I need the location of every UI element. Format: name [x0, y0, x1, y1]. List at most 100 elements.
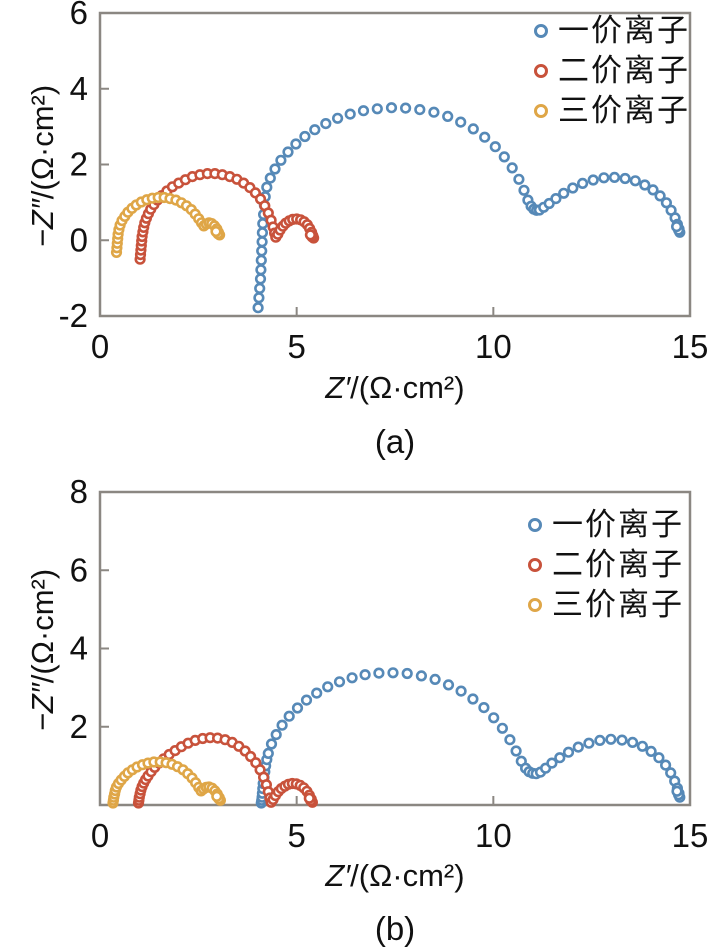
x-axis-unit-a: /(Ω·cm²) — [350, 370, 465, 405]
data-point — [647, 184, 659, 196]
data-point — [253, 292, 265, 304]
y-tick-label: 4 — [70, 630, 88, 667]
data-point — [629, 175, 641, 187]
x-axis-symbol-b: Z′ — [325, 858, 351, 893]
data-point — [357, 105, 370, 117]
legend-item-divalent-a: 二价离子 — [534, 51, 690, 91]
data-point — [262, 747, 274, 760]
data-point — [554, 752, 566, 764]
data-point — [442, 679, 455, 691]
data-point — [513, 173, 525, 185]
data-point — [275, 154, 287, 166]
x-axis-symbol-a: Z′ — [325, 370, 351, 405]
data-point — [401, 667, 413, 680]
chart-caption-a: (a) — [374, 423, 416, 460]
data-point — [400, 102, 412, 114]
x-tick-label: 15 — [672, 817, 709, 854]
data-point — [518, 184, 530, 196]
data-point — [442, 110, 454, 122]
data-point — [496, 722, 509, 734]
data-point — [254, 273, 267, 285]
data-point — [572, 741, 584, 753]
y-tick-label: 4 — [70, 70, 88, 107]
legend-item-monovalent-b: 一价离子 — [528, 505, 684, 545]
legend-a: 一价离子 二价离子 三价离子 — [534, 11, 690, 131]
data-point — [373, 667, 385, 679]
data-point — [359, 669, 371, 681]
data-point — [256, 227, 269, 239]
legend-marker-monovalent-icon — [528, 518, 542, 532]
y-axis-symbol-b: −Z″ — [25, 683, 60, 732]
data-point — [567, 182, 579, 194]
data-point — [291, 702, 304, 714]
data-point — [455, 116, 467, 128]
x-tick-label: 15 — [672, 328, 709, 365]
series-三价离子 — [107, 756, 226, 809]
legend-label-monovalent-a: 一价离子 — [558, 13, 690, 49]
data-point — [265, 738, 278, 750]
data-point — [608, 171, 621, 183]
data-point — [290, 138, 302, 150]
legend-item-trivalent-b: 三价离子 — [528, 585, 684, 625]
x-tick-label: 5 — [287, 328, 305, 365]
data-point — [282, 146, 294, 158]
data-point — [654, 190, 666, 202]
data-point — [304, 229, 317, 241]
chart-caption-b: (b) — [374, 910, 416, 947]
series-三价离子 — [110, 191, 226, 258]
legend-label-divalent-a: 二价离子 — [558, 53, 690, 89]
series-一价离子 — [255, 667, 686, 809]
data-point — [346, 672, 358, 684]
y-tick-label: 8 — [70, 473, 88, 510]
x-tick-label: 5 — [287, 817, 305, 854]
data-point — [616, 734, 628, 746]
series-一价离子 — [252, 102, 686, 314]
data-point — [256, 236, 268, 248]
data-point — [660, 197, 673, 209]
y-axis-symbol-a: −Z″ — [25, 199, 60, 248]
data-point — [300, 694, 313, 706]
data-point — [550, 193, 562, 205]
data-point — [636, 740, 649, 752]
data-point — [546, 757, 558, 769]
data-point — [659, 759, 672, 771]
series-二价离子 — [134, 168, 320, 265]
data-point — [415, 670, 428, 682]
data-point — [510, 745, 522, 757]
y-tick-label: 2 — [70, 708, 88, 745]
data-point — [264, 172, 276, 184]
legend-item-divalent-b: 二价离子 — [528, 545, 684, 585]
data-point — [270, 728, 282, 741]
data-point — [645, 745, 657, 758]
legend-b: 一价离子 二价离子 三价离子 — [528, 505, 684, 625]
data-point — [256, 245, 268, 257]
y-tick-label: 6 — [70, 0, 88, 31]
legend-marker-monovalent-icon — [534, 24, 548, 38]
x-tick-label: 0 — [91, 328, 109, 365]
legend-item-monovalent-a: 一价离子 — [534, 11, 690, 51]
data-point — [261, 181, 273, 193]
data-point — [671, 785, 683, 797]
data-point — [283, 710, 295, 722]
legend-marker-divalent-icon — [534, 64, 548, 78]
data-point — [504, 734, 516, 746]
data-point — [309, 124, 321, 136]
data-point — [269, 163, 281, 175]
data-point — [385, 102, 398, 114]
legend-label-divalent-b: 二价离子 — [552, 547, 684, 583]
data-point — [210, 225, 222, 238]
data-point — [653, 752, 665, 764]
data-point — [455, 685, 467, 697]
x-tick-label: 10 — [475, 817, 512, 854]
legend-marker-trivalent-icon — [534, 104, 548, 118]
data-point — [488, 712, 500, 724]
data-point — [619, 172, 631, 185]
y-tick-label: 6 — [70, 551, 88, 588]
data-point — [583, 737, 595, 749]
data-point — [558, 187, 570, 199]
data-point — [252, 302, 264, 314]
y-axis-label-b: −Z″/(Ω·cm²) — [25, 490, 65, 810]
data-point — [467, 123, 479, 135]
data-point — [594, 734, 606, 747]
